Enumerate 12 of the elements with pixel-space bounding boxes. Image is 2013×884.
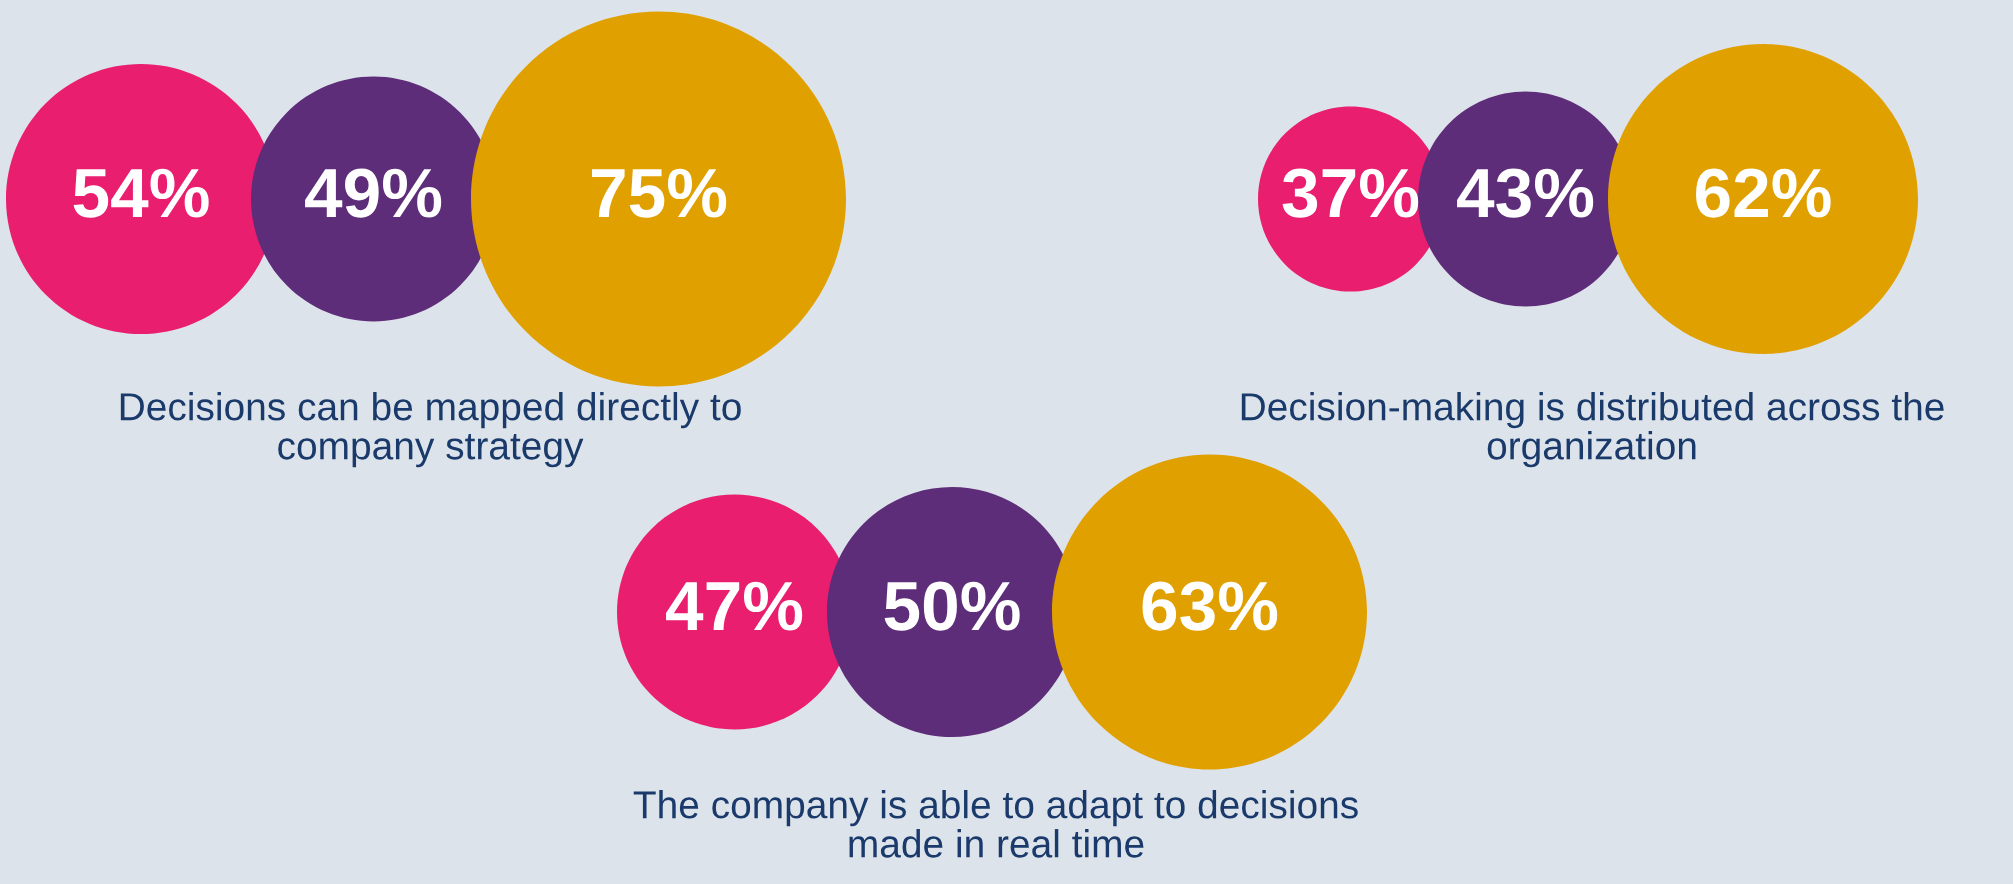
text: Decision-making is distributed across the organization [1241, 392, 1944, 468]
data-label: 62% [1696, 168, 1831, 218]
data-label: 43% [1457, 168, 1594, 218]
data-label: 37% [1282, 168, 1419, 218]
data-label: 47% [666, 581, 803, 631]
data-label: 54% [73, 168, 209, 218]
data-label: 49% [305, 168, 442, 218]
data-label: 63% [1142, 581, 1278, 631]
data-label: 75% [591, 168, 727, 218]
text: The company is able to adapt to decisions made in real time [633, 790, 1358, 858]
text: Decisions can be mapped directly to company strategy [120, 392, 741, 468]
data-label: 50% [884, 581, 1020, 631]
